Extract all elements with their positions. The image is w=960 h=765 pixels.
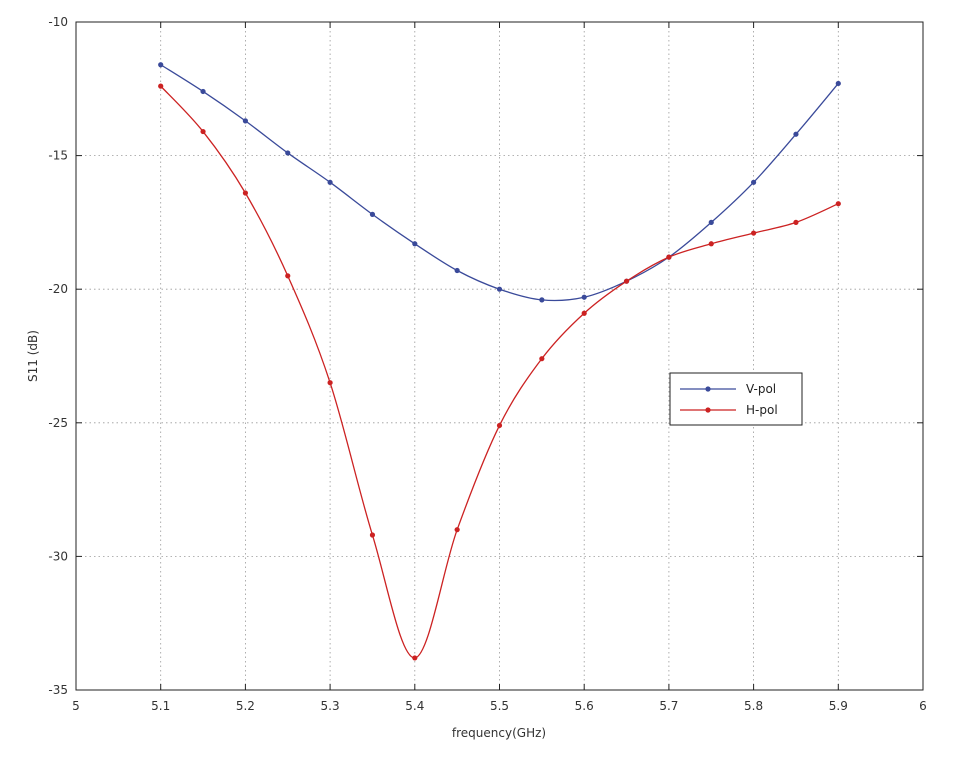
data-point-v-pol <box>835 80 841 87</box>
data-point-h-pol <box>751 230 757 236</box>
data-point-v-pol <box>454 267 460 274</box>
x-tick-label: 5.6 <box>575 699 594 713</box>
y-tick-label: -10 <box>48 15 68 29</box>
data-point-h-pol <box>454 527 460 533</box>
x-tick-label: 5.9 <box>829 699 848 713</box>
data-point-h-pol <box>496 422 503 429</box>
data-point-h-pol <box>708 241 714 247</box>
data-point-v-pol <box>369 211 376 217</box>
x-tick-label: 5.5 <box>490 699 509 713</box>
x-tick-label: 5.2 <box>236 699 255 713</box>
legend-marker-h-pol <box>705 407 711 413</box>
data-point-h-pol <box>412 655 418 661</box>
data-series <box>158 62 841 661</box>
x-tick-label: 5.4 <box>405 699 424 713</box>
x-tick-label: 6 <box>919 699 927 713</box>
x-tick-label: 5.3 <box>321 699 340 713</box>
data-point-v-pol <box>158 62 164 68</box>
legend-label-v-pol: V-pol <box>746 382 776 396</box>
data-point-v-pol <box>412 241 418 247</box>
series-h-pol <box>158 83 841 661</box>
data-point-h-pol <box>369 532 376 538</box>
data-point-v-pol <box>708 219 714 225</box>
data-point-v-pol <box>581 294 587 300</box>
y-tick-label: -20 <box>48 282 68 296</box>
x-tick-label: 5.1 <box>151 699 170 713</box>
data-point-v-pol <box>242 118 248 124</box>
data-point-v-pol <box>285 150 291 156</box>
legend: V-pol H-pol <box>669 372 803 426</box>
axis-ticks: 5 5.1 5.2 5.3 5.4 5.5 5.6 5.7 5.8 5.9 6 -35 -30 -25 -2… <box>48 15 926 713</box>
data-point-v-pol <box>496 286 503 292</box>
x-axis-label: frequency(GHz) <box>452 726 546 740</box>
data-point-v-pol <box>793 131 799 137</box>
data-point-h-pol <box>623 278 630 284</box>
data-point-v-pol <box>200 88 206 95</box>
x-tick-label: 5.8 <box>744 699 763 713</box>
y-tick-label: -15 <box>48 149 68 163</box>
data-point-v-pol <box>751 179 757 185</box>
x-tick-label: 5.7 <box>659 699 678 713</box>
legend-label-h-pol: H-pol <box>746 403 778 417</box>
data-point-v-pol <box>539 297 545 303</box>
data-point-h-pol <box>835 201 841 207</box>
data-point-h-pol <box>327 380 333 386</box>
data-point-h-pol <box>242 190 248 196</box>
data-point-h-pol <box>666 254 672 260</box>
series-v-pol <box>158 62 841 303</box>
legend-marker-v-pol <box>705 386 711 392</box>
y-tick-label: -35 <box>48 683 68 697</box>
data-point-h-pol <box>793 219 799 225</box>
data-point-h-pol <box>158 83 164 89</box>
data-point-h-pol <box>581 310 587 316</box>
x-tick-label: 5 <box>72 699 80 713</box>
data-point-h-pol <box>285 273 291 279</box>
legend-box <box>669 372 803 426</box>
data-point-v-pol <box>327 179 333 185</box>
y-tick-label: -30 <box>48 549 68 563</box>
data-point-h-pol <box>539 356 545 362</box>
data-point-h-pol <box>200 128 206 135</box>
y-tick-label: -25 <box>48 416 68 430</box>
y-axis-label: S11 (dB) <box>26 330 40 382</box>
